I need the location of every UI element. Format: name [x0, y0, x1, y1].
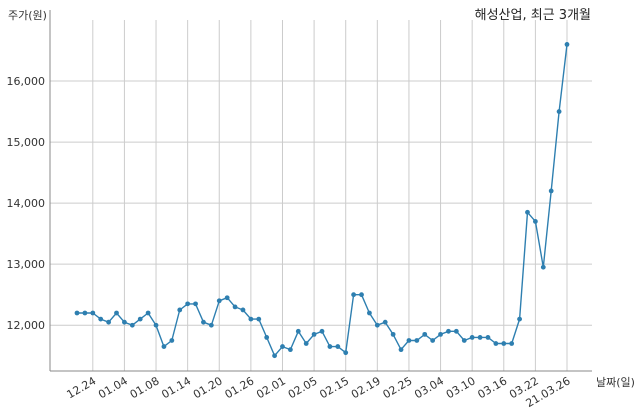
data-point — [446, 328, 451, 334]
data-point — [129, 322, 135, 328]
x-tick-label: 01.14 — [159, 374, 193, 401]
x-tick-label: 01.04 — [96, 374, 130, 401]
data-point — [137, 316, 143, 322]
data-point — [438, 331, 443, 337]
y-tick-label: 15,000 — [7, 136, 46, 149]
x-tick-label: 03.10 — [444, 374, 478, 401]
y-tick-label: 13,000 — [7, 258, 46, 271]
data-point — [540, 264, 546, 270]
data-point — [525, 209, 530, 215]
x-tick-label: 01.20 — [191, 374, 225, 401]
x-tick-label: 01.26 — [223, 374, 257, 401]
data-point — [335, 344, 341, 349]
x-tick-label: 01.08 — [128, 374, 162, 401]
data-point — [106, 319, 112, 325]
data-point — [216, 298, 222, 304]
data-point — [295, 328, 301, 334]
data-point — [351, 292, 357, 298]
data-point — [532, 219, 538, 224]
data-point — [122, 319, 127, 325]
data-point — [98, 316, 104, 322]
data-point — [374, 322, 380, 328]
x-tick-label: 12.24 — [65, 374, 99, 401]
data-point — [82, 310, 88, 316]
data-point — [256, 316, 262, 322]
x-tick-label: 03.16 — [475, 374, 509, 401]
data-point — [90, 310, 96, 316]
data-point — [280, 344, 285, 349]
y-axis-title: 주가(원) — [8, 9, 47, 22]
data-point — [382, 319, 388, 325]
data-point — [169, 338, 175, 343]
x-tick-label: 02.15 — [317, 374, 351, 401]
data-point — [114, 310, 119, 316]
data-point — [485, 335, 491, 340]
data-point — [74, 310, 80, 316]
data-point — [390, 331, 396, 337]
x-tick-label: 03.04 — [412, 374, 446, 401]
x-tick-label: 02.25 — [381, 374, 415, 401]
data-point — [509, 341, 515, 346]
data-point — [208, 322, 214, 328]
data-point — [493, 341, 499, 346]
x-tick-label: 02.05 — [286, 374, 320, 401]
data-point — [556, 109, 562, 114]
data-point — [564, 42, 570, 47]
data-point — [264, 335, 270, 340]
data-point — [319, 328, 325, 334]
data-point — [461, 338, 467, 343]
data-point — [272, 353, 277, 359]
data-point — [311, 331, 317, 337]
data-point — [367, 310, 372, 316]
data-point — [161, 344, 167, 349]
series — [74, 42, 570, 359]
data-point — [414, 338, 420, 343]
data-point — [232, 304, 238, 310]
y-ticks: 12,000 13,000 14,000 15,000 16,000 — [7, 75, 46, 332]
y-tick-label: 16,000 — [7, 75, 46, 88]
data-point — [224, 295, 230, 301]
data-point — [153, 322, 159, 328]
data-point — [398, 347, 404, 353]
data-point — [477, 335, 483, 340]
data-point — [430, 338, 436, 343]
data-point — [501, 341, 507, 346]
data-point — [406, 338, 412, 343]
data-point — [177, 307, 183, 313]
data-point — [327, 344, 333, 349]
x-tick-label: 02.19 — [349, 374, 383, 401]
data-point — [548, 188, 554, 194]
data-point — [453, 328, 459, 334]
y-tick-label: 12,000 — [7, 319, 46, 332]
grid — [50, 20, 592, 371]
data-point — [303, 341, 309, 346]
data-point — [201, 319, 206, 325]
x-ticks: 12.2401.0401.0801.1401.2001.2602.0102.05… — [65, 374, 573, 410]
series-line — [77, 44, 568, 357]
data-point — [517, 316, 522, 322]
x-axis-title: 날짜(일) — [596, 375, 635, 389]
data-point — [248, 316, 254, 322]
chart-title: 해성산업, 최근 3개월 — [475, 8, 591, 23]
data-point — [287, 347, 293, 353]
data-point — [359, 292, 364, 298]
axes — [49, 10, 592, 372]
data-point — [240, 307, 246, 313]
data-point — [193, 301, 198, 307]
data-point — [185, 301, 191, 307]
y-tick-label: 14,000 — [7, 197, 46, 210]
x-tick-label: 02.01 — [254, 374, 288, 401]
data-point — [343, 350, 349, 356]
data-point — [422, 331, 428, 337]
data-point — [145, 310, 151, 316]
data-point — [469, 335, 475, 340]
